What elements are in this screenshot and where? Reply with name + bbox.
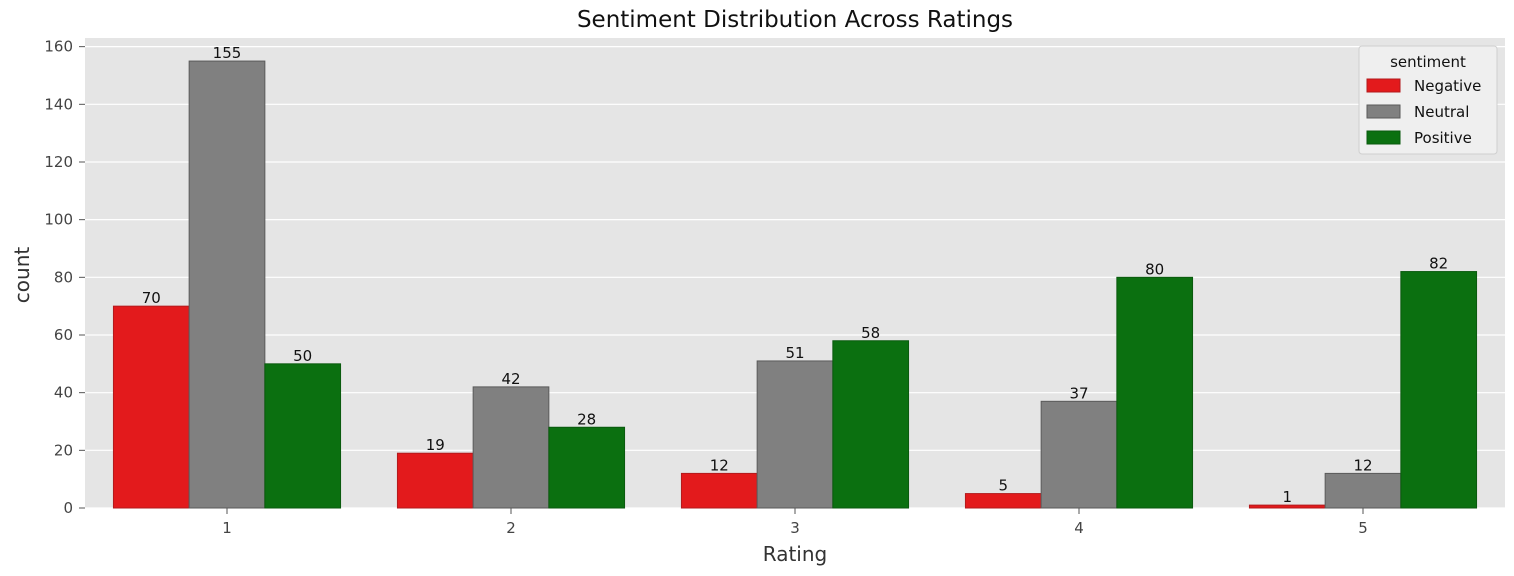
bars xyxy=(112,60,1478,509)
x-tick-label: 3 xyxy=(790,519,800,537)
legend-title: sentiment xyxy=(1390,53,1466,71)
legend-label-positive: Positive xyxy=(1414,129,1472,147)
bar-positive xyxy=(1116,276,1194,509)
y-tick-label: 60 xyxy=(54,326,73,344)
bar-value-label: 12 xyxy=(710,456,729,474)
bar-value-label: 1 xyxy=(1283,488,1293,506)
bar-value-label: 70 xyxy=(142,289,161,307)
bar-value-label: 155 xyxy=(213,44,242,62)
legend-box xyxy=(1358,45,1498,155)
legend-swatch-positive xyxy=(1366,130,1401,145)
bar-positive xyxy=(832,340,910,509)
legend-swatch-neutral xyxy=(1366,104,1401,119)
y-tick-label: 20 xyxy=(54,441,73,459)
legend-label-negative: Negative xyxy=(1414,77,1481,95)
x-axis-ticks: 1 2 3 4 5 xyxy=(222,508,1368,537)
bar-value-label: 58 xyxy=(861,324,880,342)
bar-value-label: 5 xyxy=(999,477,1009,495)
bar-value-label: 42 xyxy=(501,370,520,388)
bar-value-label: 19 xyxy=(426,436,445,454)
y-tick-label: 160 xyxy=(44,38,73,56)
bar-neutral xyxy=(188,60,266,509)
bar-negative xyxy=(680,472,758,509)
bar-neutral xyxy=(472,386,550,509)
x-tick-label: 4 xyxy=(1074,519,1084,537)
bar-negative xyxy=(396,452,474,509)
bar-value-label: 82 xyxy=(1429,255,1448,273)
x-tick-label: 1 xyxy=(222,519,232,537)
x-tick-label: 5 xyxy=(1358,519,1368,537)
bar-negative xyxy=(112,305,190,509)
bar-value-label: 80 xyxy=(1145,260,1164,278)
legend-swatch-negative xyxy=(1366,78,1401,93)
bar-positive xyxy=(548,426,626,509)
y-tick-label: 140 xyxy=(44,95,73,113)
bar-value-label: 28 xyxy=(577,410,596,428)
bar-value-label: 50 xyxy=(293,347,312,365)
y-tick-label: 40 xyxy=(54,384,73,402)
bar-neutral xyxy=(1040,400,1118,509)
legend-label-neutral: Neutral xyxy=(1414,103,1469,121)
x-axis-label: Rating xyxy=(763,542,827,566)
bar-negative xyxy=(964,493,1042,509)
chart-title: Sentiment Distribution Across Ratings xyxy=(577,7,1013,33)
legend: sentiment Negative Neutral Positive xyxy=(1358,45,1498,155)
bar-positive xyxy=(1400,271,1478,509)
y-tick-label: 100 xyxy=(44,211,73,229)
bar-neutral xyxy=(1324,472,1402,509)
y-axis-label: count xyxy=(10,247,34,304)
bar-positive xyxy=(264,363,342,509)
bar-value-label: 37 xyxy=(1069,384,1088,402)
bar-value-label: 51 xyxy=(785,344,804,362)
x-tick-label: 2 xyxy=(506,519,516,537)
y-axis-ticks: 0 20 40 60 80 100 120 140 160 xyxy=(44,38,85,517)
bar-value-label: 12 xyxy=(1353,456,1372,474)
y-tick-label: 0 xyxy=(63,499,73,517)
bar-labels: 70 155 50 19 42 28 12 51 58 5 37 80 1 12 82 xyxy=(142,44,1448,506)
y-tick-label: 120 xyxy=(44,153,73,171)
y-tick-label: 80 xyxy=(54,268,73,286)
bar-neutral xyxy=(756,360,834,509)
